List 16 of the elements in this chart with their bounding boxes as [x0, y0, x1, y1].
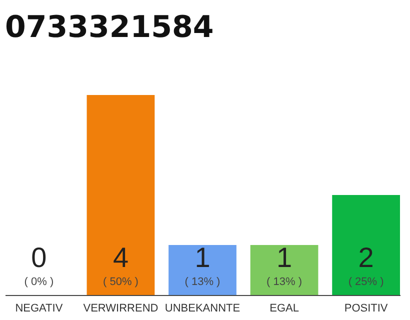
annotation: ( 0% ): [24, 276, 54, 288]
annotation: ( 50% ): [102, 276, 138, 288]
data-label: 4: [112, 242, 129, 273]
x-tick-label: UNBEKANNTE: [164, 302, 240, 314]
data-label: 1: [276, 242, 292, 273]
data-label: 2: [358, 242, 374, 273]
x-tick-label: EGAL: [270, 302, 299, 314]
data-label: 1: [194, 242, 210, 273]
chart-title: 0733321584: [5, 10, 214, 45]
annotation: ( 13% ): [184, 276, 220, 288]
x-tick-label: VERWIRREND: [83, 302, 158, 314]
x-tick-label: NEGATIV: [15, 302, 64, 314]
data-label: 0: [31, 242, 47, 273]
annotation: ( 13% ): [266, 276, 302, 288]
annotation: ( 25% ): [348, 276, 384, 288]
x-tick-label: POSITIV: [344, 302, 388, 314]
